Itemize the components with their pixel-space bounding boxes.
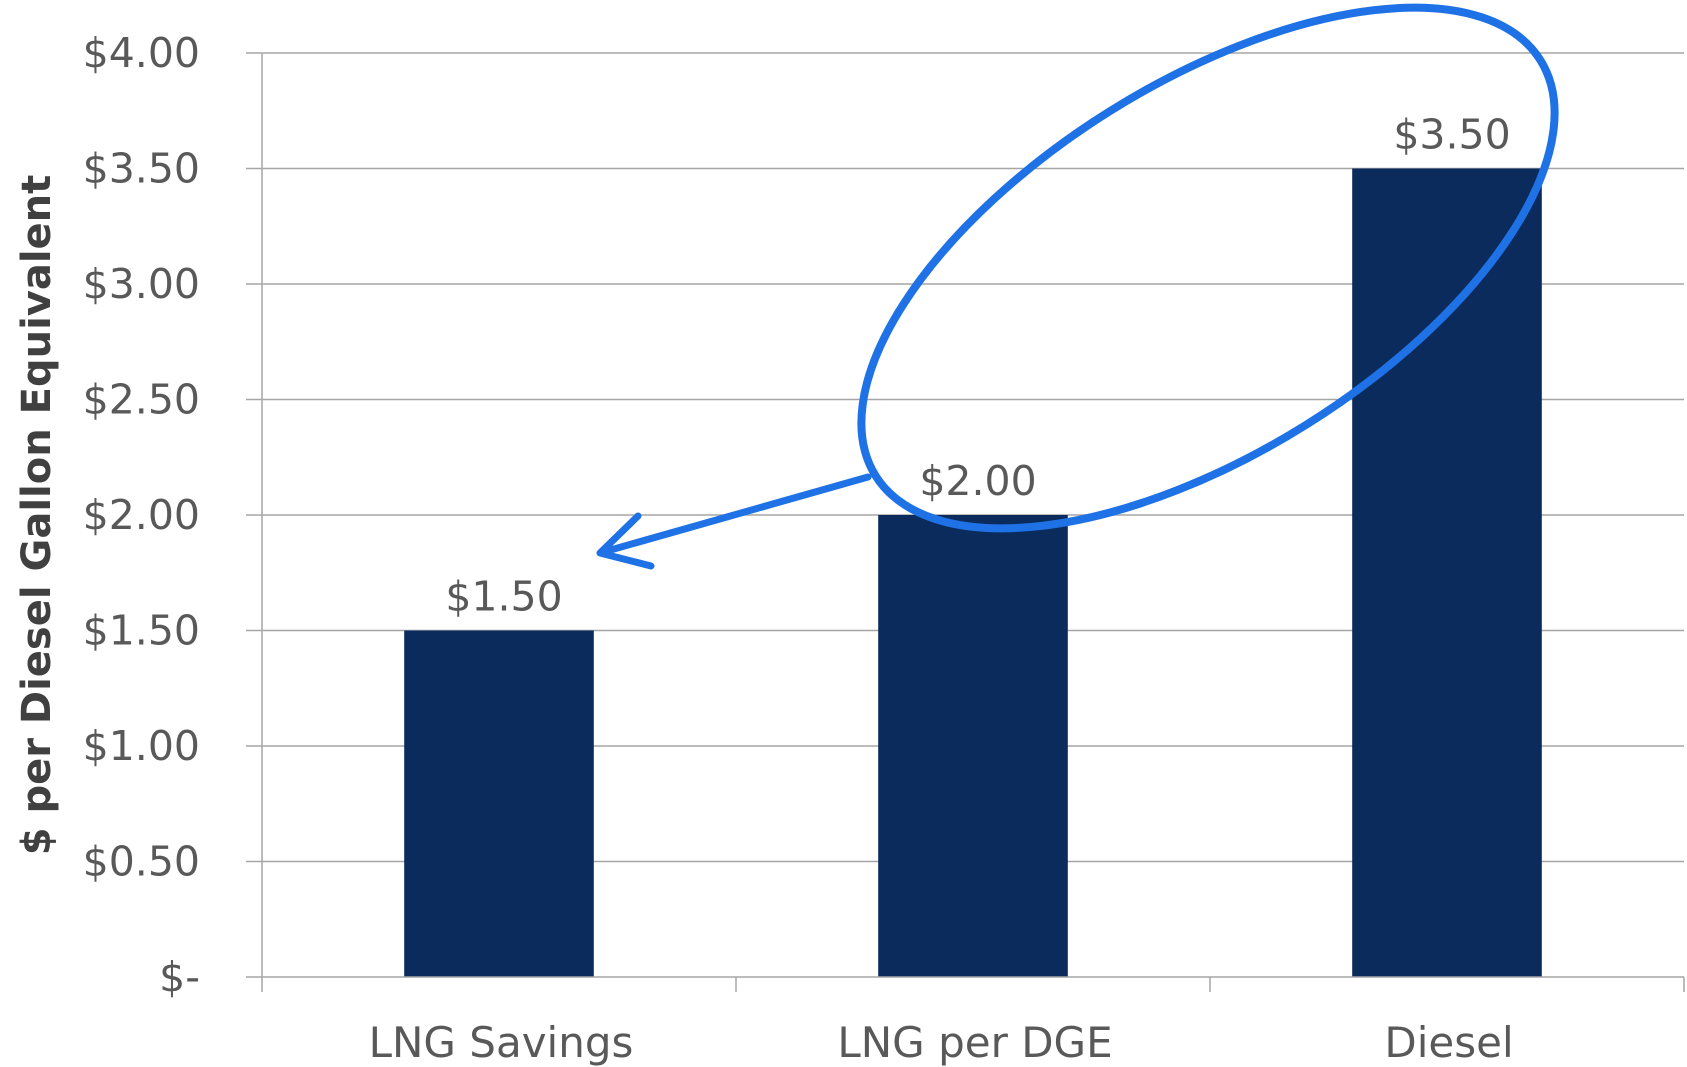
x-tick-label: LNG Savings [369,1018,634,1067]
bar [878,515,1068,977]
annotation [596,3,1559,570]
annotation-ellipse [857,3,1559,533]
labels: $- $0.50 $1.00 $1.50 $2.00 $2.50 $3.00 $3.50 $4.… [83,29,1514,1067]
data-label: $2.00 [919,457,1036,505]
data-label: $1.50 [445,573,562,621]
x-tick-label: LNG per DGE [837,1018,1112,1067]
y-tick-label: $2.50 [83,376,200,424]
y-tick-label: $4.00 [83,29,200,77]
data-label: $3.50 [1393,111,1510,159]
y-tick-label: $2.00 [83,491,200,539]
y-axis-title: $ per Diesel Gallon Equivalent [14,175,60,856]
y-tick-label: $- [159,953,200,1001]
axes [246,52,1685,992]
y-tick-label: $1.50 [83,607,200,655]
bar [404,630,594,977]
y-tick-label: $3.50 [83,145,200,193]
x-tick-label: Diesel [1384,1018,1513,1067]
y-tick-label: $0.50 [83,838,200,886]
bar [1352,168,1542,977]
annotation-arrow [596,473,872,570]
bars [404,168,1542,977]
y-tick-label: $1.00 [83,722,200,770]
y-tick-label: $3.00 [83,260,200,308]
